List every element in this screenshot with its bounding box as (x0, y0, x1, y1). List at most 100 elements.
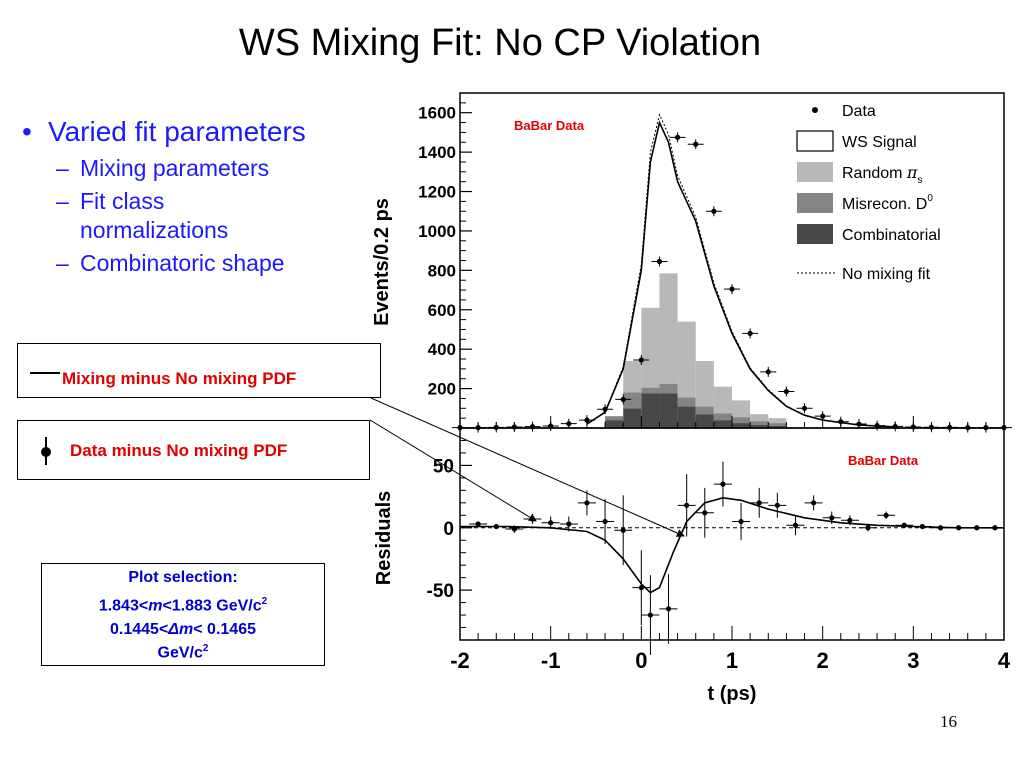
dash: – (56, 250, 69, 276)
stack-bar (768, 426, 787, 428)
top-curves (586, 113, 896, 428)
stack-bar (768, 423, 787, 427)
resid-point (702, 510, 708, 516)
stack-bar (677, 321, 696, 398)
sub-bullet-text: Fit class normalizations (80, 188, 229, 243)
plot-selection-box: Plot selection: 1.843<m<1.883 GeV/c2 0.1… (41, 563, 325, 666)
selection-sym: Δ (168, 621, 180, 639)
stack-bar (677, 406, 696, 428)
dash: – (56, 155, 69, 181)
legend-swatch (796, 130, 834, 152)
resid-point (475, 521, 481, 527)
bottom-curves (460, 496, 1004, 594)
xtick-label: 4 (998, 648, 1011, 673)
data-point (602, 406, 608, 412)
annotation-arrows (369, 397, 685, 537)
stack-bar (713, 413, 732, 421)
bottom-xlabel: t (ps) (708, 683, 757, 705)
stack-bar (677, 397, 696, 407)
stack-bar (641, 393, 660, 428)
bottom-frame (459, 427, 1005, 641)
selection-text: 0.1445< (110, 621, 169, 639)
ytick-label: 800 (428, 261, 456, 280)
data-minus-label: Data minus No mixing PDF (70, 441, 288, 460)
data-point (620, 396, 626, 403)
ytick-label: 200 (428, 380, 456, 399)
bullet-list: • Varied fit parameters – Mixing paramet… (22, 116, 382, 278)
sub-bullet-text: Combinatoric shape (80, 250, 285, 276)
stack-bar (641, 387, 660, 394)
stack-bar (695, 406, 714, 415)
errorbar-dot-icon (41, 447, 51, 457)
stack-bar (623, 361, 642, 393)
data-point (765, 369, 771, 375)
mixing-minus-curve (460, 496, 1004, 594)
selection-text: 1.843< (98, 597, 149, 615)
stack-bar (750, 421, 769, 426)
stack-bar (605, 420, 624, 428)
arrow-data (369, 419, 537, 522)
resid-point (992, 525, 998, 531)
resid-point (774, 502, 780, 508)
mixing-minus-label: Mixing minus No mixing PDF (62, 369, 297, 388)
stack-bar (713, 386, 732, 414)
data-point (747, 330, 753, 337)
ytick-label: 1400 (418, 143, 456, 162)
resid-point (684, 502, 690, 508)
data-point (783, 388, 790, 395)
ytick-label: 400 (428, 340, 456, 359)
legend-data-marker (812, 107, 818, 113)
stack-bar (750, 414, 769, 422)
resid-point (493, 523, 499, 530)
legend-label-part: Random (842, 165, 907, 182)
resid-point (847, 517, 853, 523)
resid-point (865, 525, 871, 531)
top-frame (459, 92, 1005, 429)
resid-point (566, 521, 572, 527)
legend-label-part: Misrecon. D (842, 196, 927, 213)
selection-var: m (148, 597, 163, 615)
stack-bar (695, 361, 714, 407)
data-point (729, 286, 735, 292)
selection-text: <1.883 GeV/c (162, 597, 262, 615)
top-axis: 200 400 600 800 1000 1200 1400 1600 (418, 92, 1005, 428)
bottom-panel: -50 0 50 -2 -1 0 1 2 3 4 BaBar Data Residuals t (… (373, 427, 1011, 705)
resid-point (548, 520, 554, 526)
xtick-label: -1 (541, 648, 561, 673)
legend-label-part: 0 (927, 193, 933, 204)
data-point (693, 141, 699, 147)
data-point (584, 417, 590, 423)
ytick-label: 1000 (418, 222, 456, 241)
stack-bar (623, 392, 642, 409)
resid-point (638, 585, 644, 591)
line-icon (30, 372, 60, 374)
resid-point (720, 481, 726, 487)
stack-bar (695, 414, 714, 428)
arrow-mixing (370, 397, 685, 537)
top-babar-label: BaBar Data (514, 118, 585, 133)
bottom-axis: -50 0 50 -2 -1 0 1 2 3 4 (427, 439, 1011, 673)
ytick-label: 50 (433, 456, 454, 477)
ytick-label: 1600 (418, 104, 456, 123)
data-point (838, 419, 844, 425)
resid-point (665, 606, 672, 612)
dash: – (56, 188, 69, 214)
stack-bar (732, 417, 751, 424)
sub-bullet-text: Mixing parameters (80, 155, 270, 181)
sub-bullet-1: – Mixing parameters (22, 154, 382, 183)
ytick-label: 600 (428, 301, 456, 320)
legend-label: Misrecon. D0 (842, 193, 933, 213)
bottom-babar-label: BaBar Data (848, 453, 919, 468)
stack-bar (641, 307, 660, 388)
stack-bar (750, 425, 769, 428)
resid-point (883, 512, 889, 518)
stack-bar (659, 273, 678, 384)
bullet-dot: • (22, 116, 32, 147)
legend-label: Data (842, 103, 876, 120)
resid-point (829, 515, 835, 521)
resid-point (584, 500, 590, 506)
stack-bar (623, 408, 642, 428)
selection-line1: 1.843<m<1.883 GeV/c2 (42, 590, 324, 618)
selection-text: GeV/c (157, 644, 203, 662)
